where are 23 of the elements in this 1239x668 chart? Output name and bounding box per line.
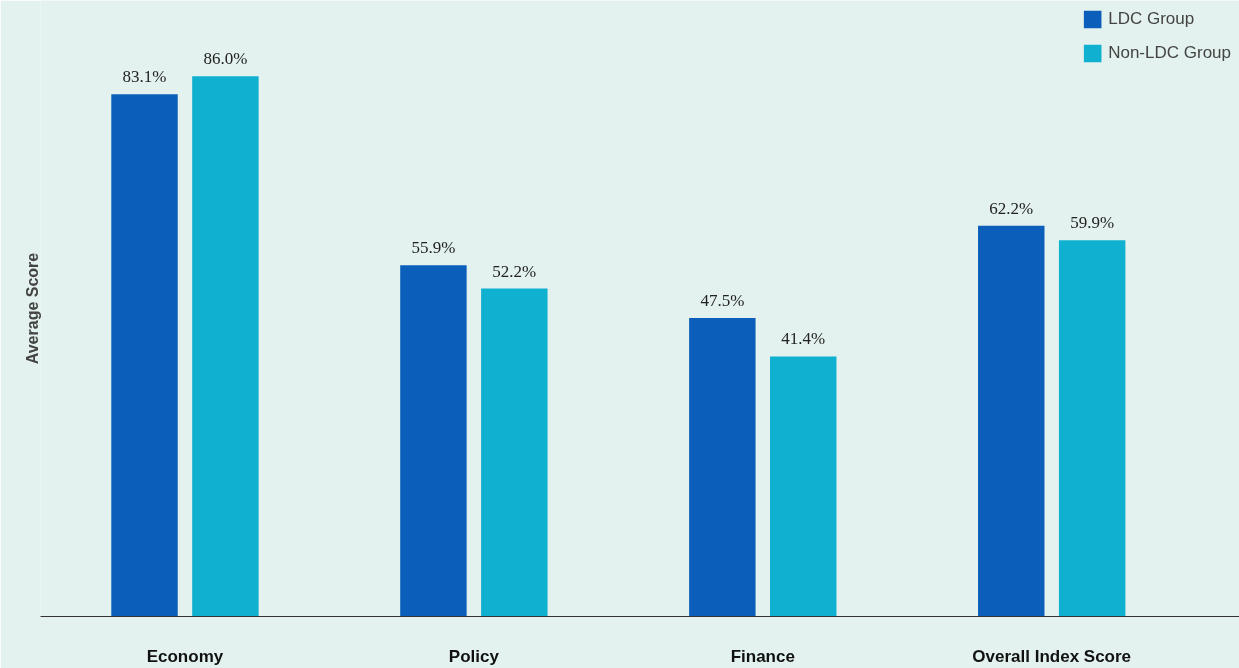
x-tick-label: Economy <box>146 646 224 666</box>
legend-label: Non-LDC Group <box>1108 43 1231 63</box>
data-label: 83.1% <box>122 67 167 87</box>
bar <box>192 76 259 617</box>
data-label: 59.9% <box>1070 213 1115 233</box>
data-label: 62.2% <box>989 198 1034 218</box>
bar <box>400 265 467 617</box>
data-label: 47.5% <box>700 291 745 311</box>
data-label: 86.0% <box>203 49 248 69</box>
x-tick-label: Finance <box>730 646 795 666</box>
bar <box>1058 240 1126 617</box>
y-axis-title: Average Score <box>23 252 41 365</box>
legend-label: LDC Group <box>1108 9 1195 29</box>
x-tick-label: Overall Index Score <box>972 646 1132 666</box>
bar <box>978 225 1045 617</box>
bar <box>111 94 178 617</box>
data-label: 52.2% <box>492 261 537 281</box>
bar <box>689 318 756 617</box>
data-label: 41.4% <box>781 329 826 349</box>
bar <box>770 356 837 617</box>
x-tick-label: Policy <box>448 646 500 666</box>
data-label: 55.9% <box>411 238 456 258</box>
bar <box>481 288 548 617</box>
